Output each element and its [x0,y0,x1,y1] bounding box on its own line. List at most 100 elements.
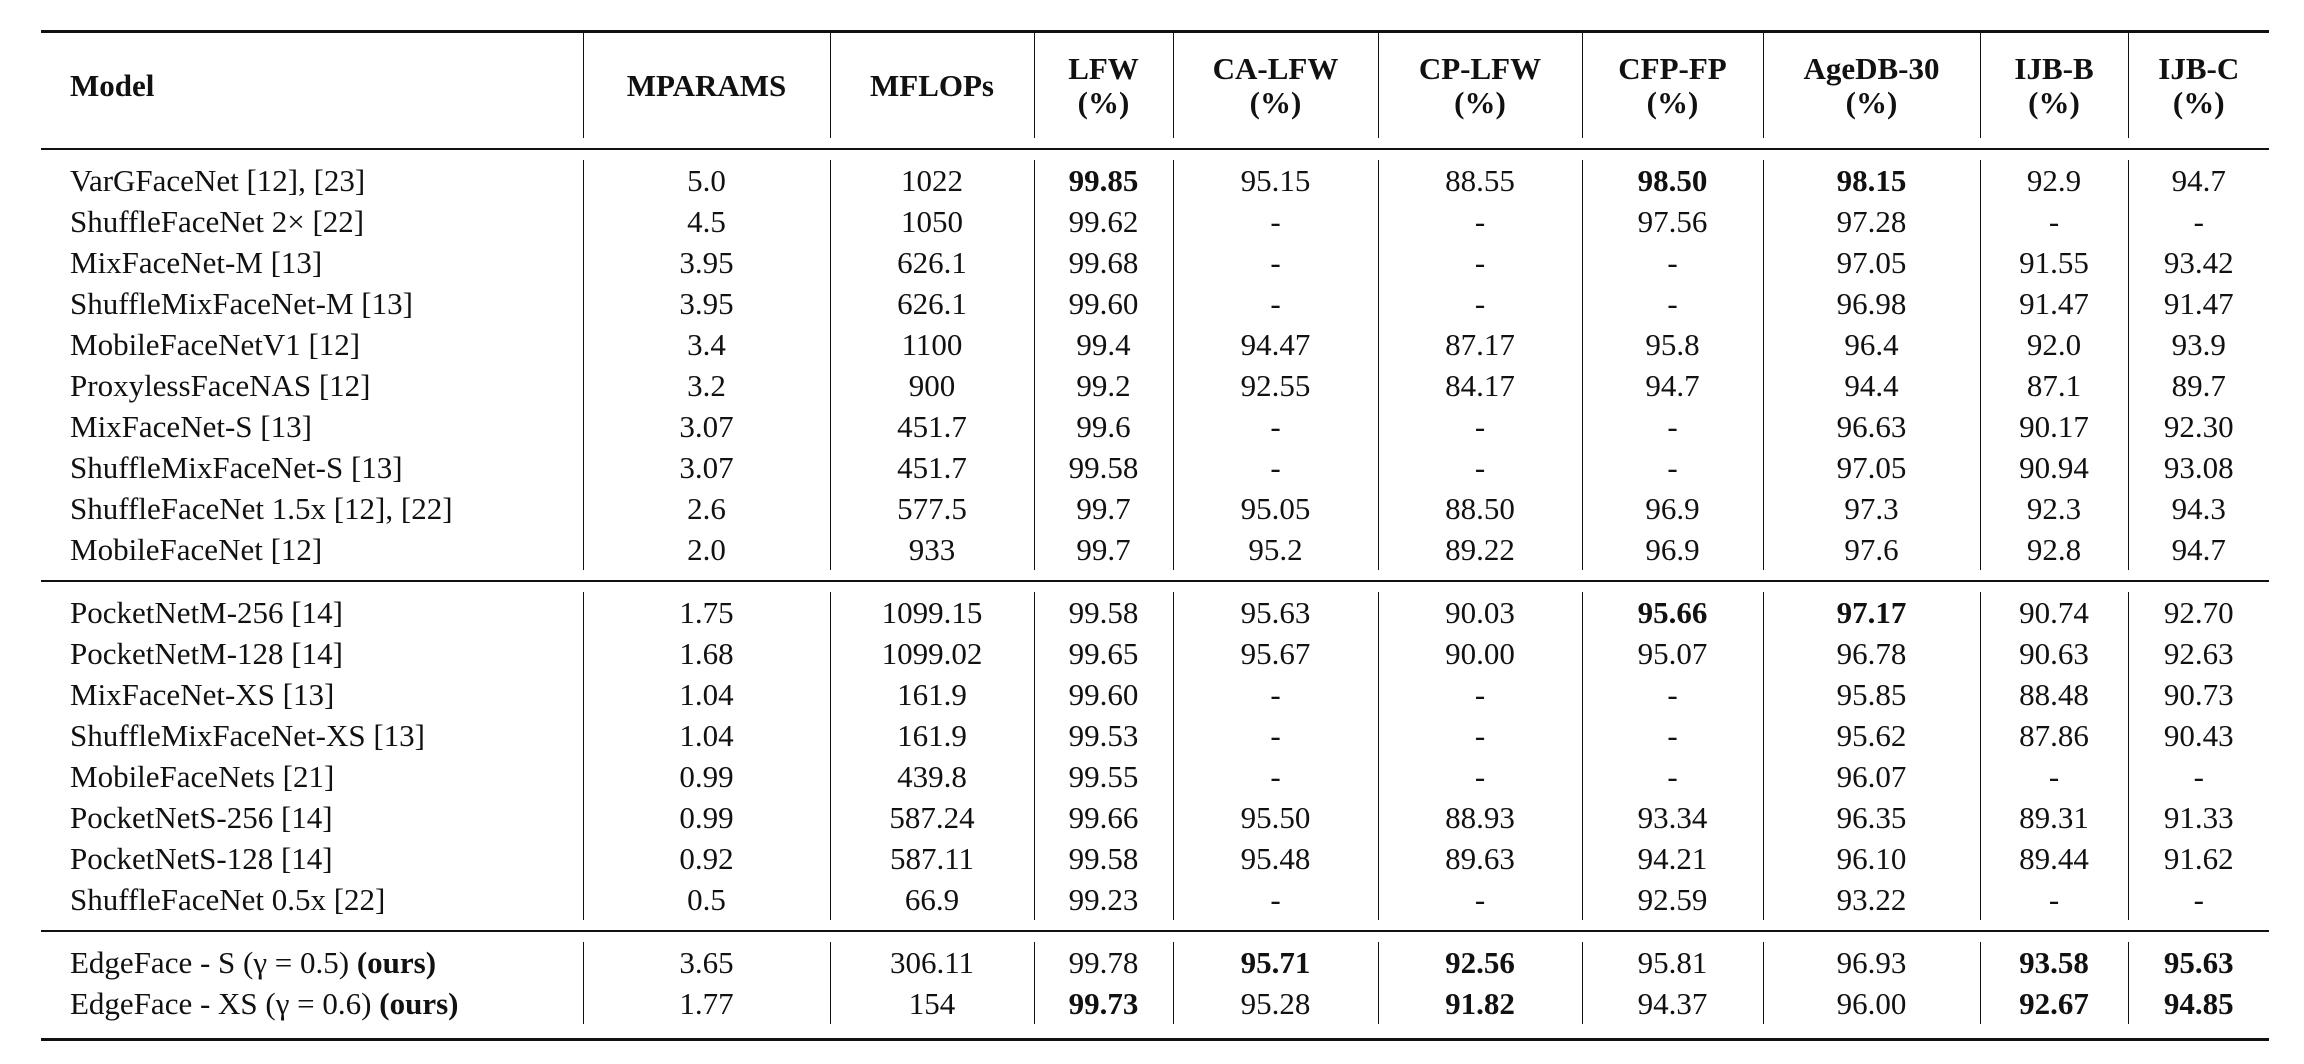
data-row: PocketNetS-128 [14] 0.92 587.11 99.58 95.48 8… [41,838,2269,879]
value: 95.50 [1240,800,1311,835]
value: 99.68 [1068,245,1139,280]
value: - [2193,204,2204,239]
data-row: MobileFaceNetV1 [12] 3.4 1100 99.4 94.47 87.1… [41,324,2269,365]
value-cell: 626.1 [829,242,1034,283]
value: 1100 [901,327,963,362]
value-cell: 587.24 [829,797,1034,838]
value: 89.44 [2019,841,2089,876]
value: 91.55 [2019,245,2089,280]
value-cell: 90.94 [1979,447,2128,488]
header-name: AgeDB-30 [1803,50,1940,86]
value: 1099.15 [881,595,983,630]
value: 1099.02 [881,636,983,671]
value-cell: 88.55 [1377,160,1582,201]
value-cell: 95.28 [1172,983,1378,1024]
value-cell: - [1377,674,1582,715]
value-cell: - [1377,756,1582,797]
value-cell: 87.17 [1377,324,1582,365]
data-row: VarGFaceNet [12], [23] 5.0 1022 99.85 95.15 8… [41,160,2269,201]
value: 96.00 [1836,986,1907,1021]
value: 96.78 [1836,636,1907,671]
value-cell: - [1979,201,2128,242]
value-cell: 587.11 [829,838,1034,879]
value-cell: - [2127,756,2269,797]
value-cell: 97.3 [1762,488,1980,529]
value-cell: 94.21 [1581,838,1763,879]
model-cell: EdgeFace - S (γ = 0.5) (ours) [41,942,583,983]
value-cell: 4.5 [582,201,830,242]
header-name: IJB-B [2014,50,2094,86]
value: - [1270,759,1281,794]
value-cell: - [1377,201,1582,242]
model-cell: ShuffleMixFaceNet-XS [13] [41,715,583,756]
value-cell: - [1581,674,1763,715]
model-name: PocketNetM-128 [14] [70,636,343,671]
column-header: LFW (%) [1033,30,1173,138]
value-cell: 97.05 [1762,242,1980,283]
value: 97.28 [1836,204,1907,239]
value: 97.05 [1836,245,1907,280]
results-table: Model MPARAMS MFLOPs LFW (%) CA-LFW (%) CP-LFW(… [41,30,2269,1041]
value-cell: 99.2 [1033,365,1173,406]
model-cell: PocketNetS-256 [14] [41,797,583,838]
value-cell: 93.08 [2127,447,2269,488]
value: 99.23 [1068,882,1139,917]
value-cell: 99.65 [1033,633,1173,674]
value: 92.63 [2163,636,2234,671]
value-cell: 99.66 [1033,797,1173,838]
column-header: CFP-FP (%) [1581,30,1763,138]
value-cell: 95.66 [1581,592,1763,633]
value-cell: 99.58 [1033,447,1173,488]
value-cell: 1100 [829,324,1034,365]
value-cell: 89.7 [2127,365,2269,406]
value: 92.3 [2026,491,2082,526]
value-cell: 92.0 [1979,324,2128,365]
model-cell: MobileFaceNets [21] [41,756,583,797]
value: 96.10 [1836,841,1907,876]
value-cell: 451.7 [829,406,1034,447]
value-cell: - [1172,447,1378,488]
value-cell: 451.7 [829,447,1034,488]
model-name: EdgeFace - S (γ = 0.5) [70,945,350,980]
value: 451.7 [897,450,967,485]
header-unit: (%) [1077,84,1130,120]
model-cell: ProxylessFaceNAS [12] [41,365,583,406]
value-cell: 99.73 [1033,983,1173,1024]
value-cell: 99.68 [1033,242,1173,283]
value-cell: 90.17 [1979,406,2128,447]
value-cell: 97.05 [1762,447,1980,488]
value-cell: - [1377,879,1582,920]
value-cell: 94.7 [2127,529,2269,570]
value-cell: 89.22 [1377,529,1582,570]
value-cell: 0.92 [582,838,830,879]
value: 96.93 [1836,945,1907,980]
value: 587.24 [889,800,975,835]
value-cell: 98.50 [1581,160,1763,201]
value: 99.53 [1068,718,1139,753]
value-cell: 99.4 [1033,324,1173,365]
value: 94.4 [1844,368,1899,403]
data-row: MobileFaceNets [21] 0.99 439.8 99.55 - - - 96.0… [41,756,2269,797]
data-row: PocketNetM-128 [14] 1.68 1099.02 99.65 95.67… [41,633,2269,674]
value: 96.4 [1844,327,1899,362]
separator-cell [41,138,2269,160]
value-cell: 90.00 [1377,633,1582,674]
model-cell: PocketNetS-128 [14] [41,838,583,879]
value: - [1474,677,1486,712]
value: 99.62 [1068,204,1139,239]
value-cell: 96.63 [1762,406,1980,447]
best-value: 98.15 [1836,163,1907,198]
value: 94.7 [2171,532,2226,567]
value-cell: 1099.15 [829,592,1034,633]
value: - [2048,204,2060,239]
value-cell: 93.34 [1581,797,1763,838]
value-cell: - [1172,879,1378,920]
value-cell: 92.59 [1581,879,1763,920]
data-row: ShuffleFaceNet 0.5x [22] 0.5 66.9 99.23 - - 92… [41,879,2269,920]
value: - [1270,409,1281,444]
value-cell: - [1172,242,1378,283]
value: 92.70 [2163,595,2234,630]
data-row: PocketNetM-256 [14] 1.75 1099.15 99.58 95.63… [41,592,2269,633]
value-cell: 95.8 [1581,324,1763,365]
